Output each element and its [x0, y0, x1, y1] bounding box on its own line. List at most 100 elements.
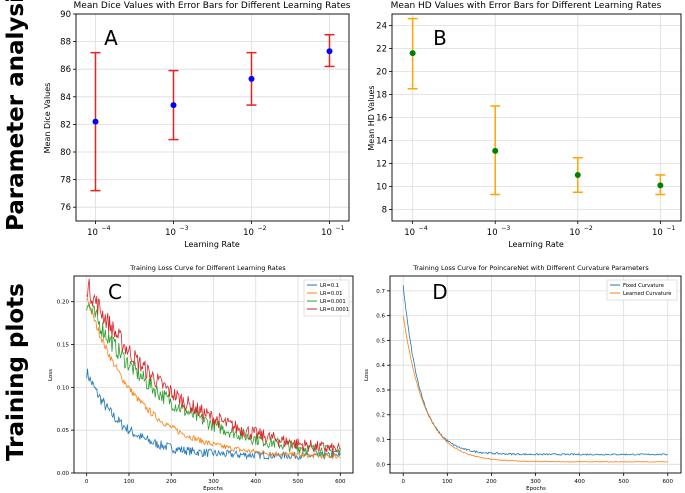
x-tick-label: 10: [243, 228, 254, 238]
data-point: [409, 50, 416, 57]
x-tick-label: 500: [618, 479, 629, 485]
x-tick-label: 0: [85, 479, 89, 485]
legend-label: Learned Curvature: [623, 291, 671, 297]
legend-label: Fixed Curvature: [623, 283, 664, 289]
series-line-3: [86, 278, 341, 455]
x-tick-exponent: −2: [258, 225, 267, 232]
chart-title: Training Loss Curve for PoincareNet with…: [412, 264, 649, 272]
x-tick-label: 10: [321, 228, 332, 238]
x-tick-label: 0: [401, 479, 405, 485]
x-tick-label: 10: [165, 228, 176, 238]
panel-letter: A: [104, 26, 118, 50]
data-point: [92, 118, 99, 125]
y-tick-label: 16: [376, 113, 387, 123]
y-axis-label: Mean Dice Values: [43, 83, 52, 154]
x-tick-exponent: −2: [584, 225, 593, 232]
y-tick-label: 10: [376, 182, 387, 192]
chart-title: Mean Dice Values with Error Bars for Dif…: [74, 1, 351, 11]
x-tick-label: 100: [124, 479, 135, 485]
y-tick-label: 0.20: [57, 300, 70, 306]
x-tick-label: 100: [442, 479, 453, 485]
data-point: [657, 182, 664, 189]
data-point: [574, 172, 581, 178]
y-tick-label: 82: [60, 120, 71, 130]
x-tick-label: 400: [574, 479, 585, 485]
y-tick-label: 8: [382, 205, 387, 215]
y-tick-label: 0.0: [376, 462, 385, 468]
x-tick-label: 600: [663, 479, 674, 485]
x-tick-label: 600: [335, 479, 346, 485]
chart-title: Training Loss Curve for Different Learni…: [129, 264, 286, 272]
legend-label: LR=0.01: [320, 291, 342, 297]
y-tick-label: 24: [376, 21, 387, 31]
y-axis-label: Mean HD Values: [367, 85, 376, 150]
x-tick-exponent: −3: [501, 225, 510, 232]
y-tick-label: 0.3: [376, 388, 385, 394]
y-tick-label: 78: [60, 176, 71, 186]
data-point: [170, 102, 177, 109]
y-tick-label: 76: [60, 203, 71, 213]
data-point: [326, 48, 333, 55]
y-tick-label: 0.1: [376, 437, 385, 443]
y-tick-label: 0.6: [376, 314, 385, 320]
legend-label: LR=0.001: [320, 299, 346, 305]
x-tick-exponent: −1: [666, 225, 675, 232]
y-tick-label: 18: [376, 90, 387, 100]
plot-frame: [75, 13, 350, 222]
y-tick-label: 88: [60, 38, 71, 48]
y-tick-label: 0.7: [376, 289, 385, 295]
y-tick-label: 14: [376, 136, 387, 146]
series-line-1: [86, 297, 341, 460]
x-tick-label: 200: [166, 479, 177, 485]
y-tick-label: 80: [60, 148, 71, 158]
y-tick-label: 0.15: [57, 342, 70, 348]
x-tick-label: 10: [652, 228, 663, 238]
x-tick-label: 10: [487, 228, 498, 238]
x-axis-label: Learning Rate: [508, 240, 564, 249]
x-tick-label: 200: [486, 479, 497, 485]
x-tick-label: 10: [404, 228, 415, 238]
y-tick-label: 0.05: [57, 428, 70, 434]
plot-frame: [389, 275, 682, 474]
legend-label: LR=0.0001: [320, 307, 349, 313]
x-tick-label: 400: [251, 479, 262, 485]
y-axis-label: Loss: [364, 369, 370, 381]
y-tick-label: 12: [376, 159, 387, 169]
x-tick-exponent: −3: [180, 225, 189, 232]
series-line-0: [402, 285, 668, 456]
y-axis-label: Loss: [48, 369, 54, 381]
x-tick-label: 300: [208, 479, 219, 485]
plot-frame: [391, 13, 682, 222]
x-tick-label: 10: [569, 228, 580, 238]
chart-title: Mean HD Values with Error Bars for Diffe…: [391, 1, 662, 11]
y-tick-label: 0.2: [376, 413, 385, 419]
data-point: [248, 75, 255, 82]
y-tick-label: 0.4: [376, 363, 385, 369]
y-tick-label: 86: [60, 65, 71, 75]
plot-frame: [73, 275, 354, 474]
panel-letter: B: [433, 26, 447, 50]
x-tick-label: 500: [293, 479, 304, 485]
x-axis-label: Learning Rate: [184, 240, 240, 249]
panel-letter: D: [432, 280, 447, 304]
x-axis-label: Epochs: [526, 486, 546, 492]
x-axis-label: Epochs: [203, 486, 223, 492]
panel-letter: C: [108, 280, 122, 304]
y-tick-label: 0.5: [376, 338, 385, 344]
series-line-0: [86, 368, 341, 461]
y-tick-label: 22: [376, 44, 387, 54]
x-tick-exponent: −4: [419, 225, 428, 232]
x-tick-exponent: −4: [102, 225, 111, 232]
series-line-1: [402, 315, 668, 463]
x-tick-label: 300: [530, 479, 541, 485]
y-tick-label: 0.00: [57, 471, 70, 477]
y-tick-label: 90: [60, 10, 71, 20]
x-tick-exponent: −1: [336, 225, 345, 232]
legend-box: [303, 279, 350, 317]
y-tick-label: 20: [376, 67, 387, 77]
data-point: [492, 147, 499, 154]
legend-box: [606, 279, 678, 301]
